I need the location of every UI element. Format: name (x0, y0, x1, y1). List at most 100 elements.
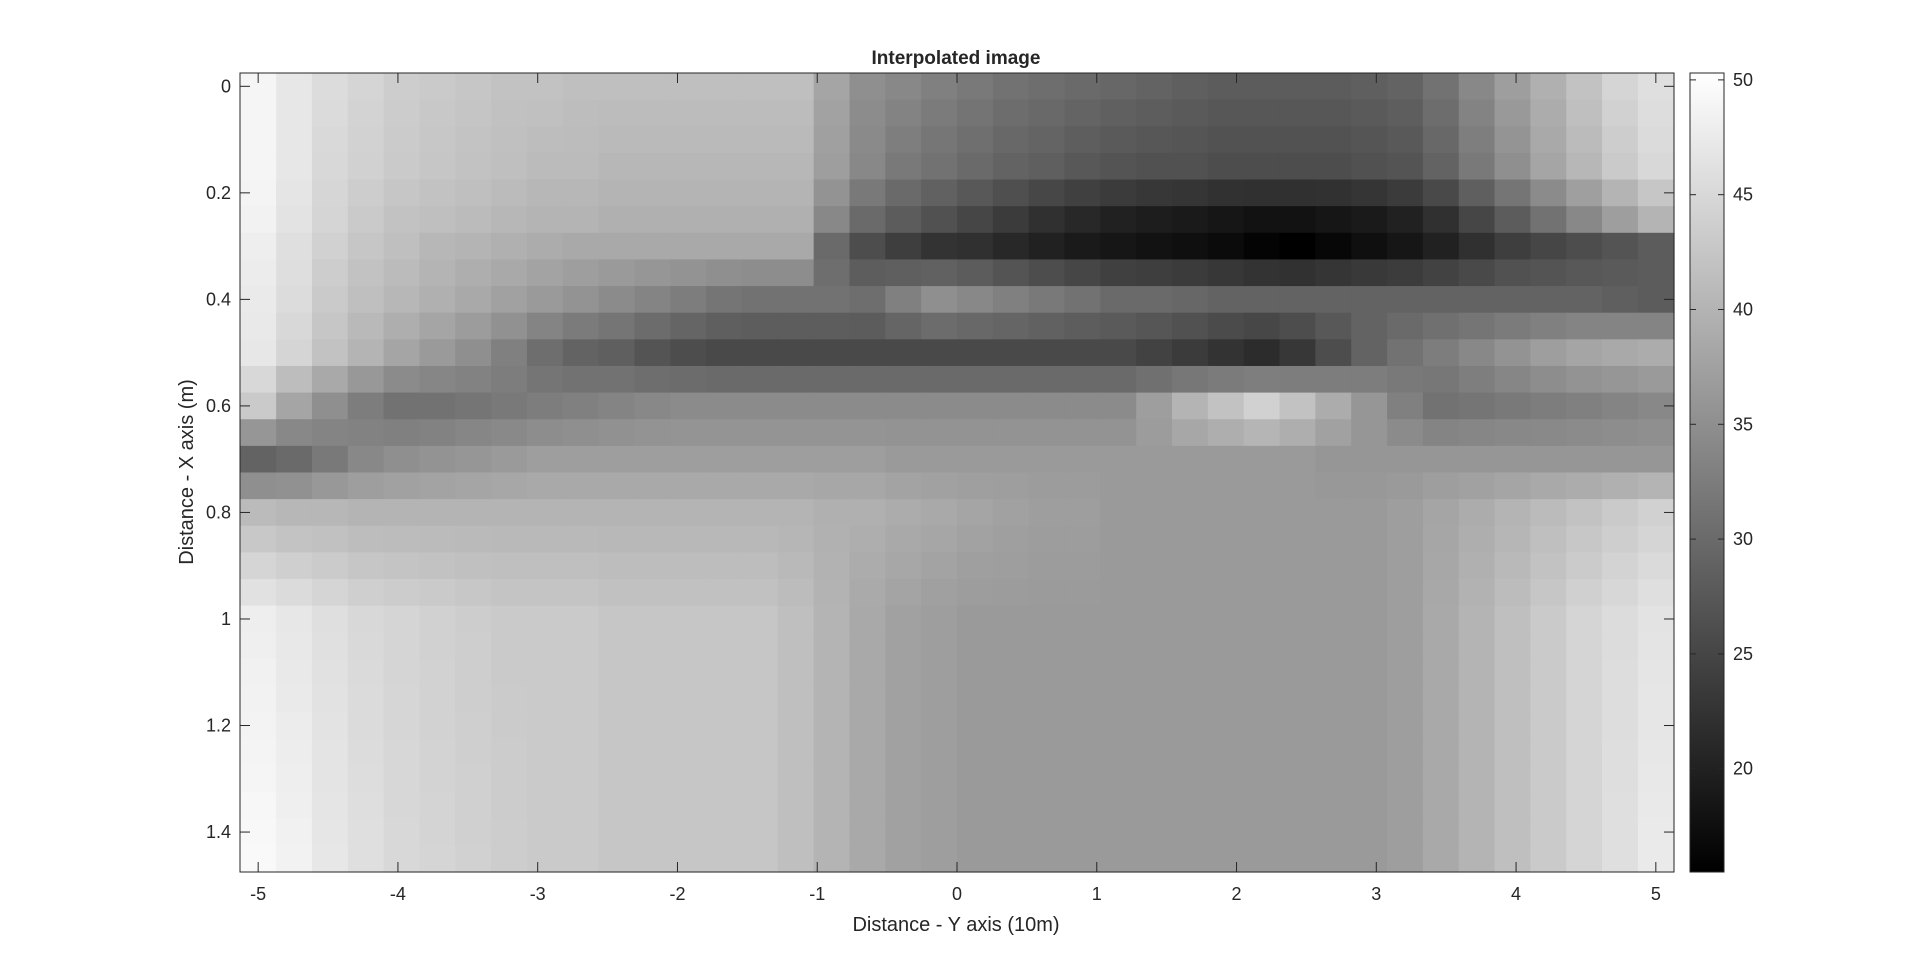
heatmap-cell (706, 658, 743, 687)
x-axis: -5 -4 -3 -2 -1 0 1 2 3 4 5 (250, 73, 1661, 904)
heatmap-cell (670, 445, 707, 474)
heatmap-cell (1387, 232, 1424, 261)
heatmap-cell (992, 525, 1030, 553)
heatmap-cell (1602, 179, 1639, 207)
heatmap-cell (491, 286, 528, 314)
heatmap-cell (741, 206, 779, 234)
heatmap-cell (706, 738, 743, 767)
heatmap-cell (276, 365, 313, 394)
heatmap-cell (1387, 552, 1424, 580)
heatmap-cell (849, 365, 886, 394)
heatmap-cell (670, 552, 707, 580)
heatmap-cell (383, 419, 421, 447)
heatmap-cell (1279, 579, 1316, 607)
heatmap-cell (1207, 552, 1245, 580)
heatmap-cell (1458, 765, 1496, 793)
y-tick-label: 0 (221, 76, 231, 96)
heatmap-cell (383, 525, 421, 553)
heatmap-cell (1100, 792, 1137, 820)
heatmap-cell (311, 419, 349, 447)
heatmap-cell (347, 712, 385, 740)
heatmap-cell (885, 765, 922, 793)
heatmap-cell (777, 419, 815, 447)
heatmap-cell (957, 818, 994, 846)
heatmap-cell (1602, 392, 1639, 420)
heatmap-cell (526, 126, 564, 154)
heatmap-cell (741, 845, 779, 873)
heatmap-cell (992, 179, 1030, 207)
heatmap-cell (813, 126, 851, 154)
heatmap-cell (670, 259, 707, 287)
heatmap-cell (1351, 712, 1388, 740)
heatmap-cell (455, 792, 492, 820)
heatmap-cell (1351, 605, 1388, 633)
heatmap-cell (1028, 259, 1066, 287)
heatmap-cell (921, 259, 958, 287)
heatmap-cell (813, 286, 851, 314)
heatmap-cell (777, 818, 815, 846)
heatmap-cell (706, 73, 743, 101)
heatmap-cell (491, 792, 528, 820)
heatmap-cell (276, 99, 313, 127)
heatmap-cell (562, 765, 600, 793)
heatmap-cell (1566, 472, 1603, 500)
heatmap-cell (491, 579, 528, 607)
heatmap-cell (1566, 579, 1603, 607)
heatmap-cell (741, 73, 779, 101)
heatmap-cell (526, 525, 564, 553)
heatmap-cell (276, 312, 313, 340)
heatmap-cell (1100, 99, 1137, 127)
heatmap-cell (1458, 738, 1496, 767)
heatmap-cell (1279, 445, 1316, 474)
heatmap-cell (1207, 392, 1245, 420)
heatmap-cell (419, 73, 456, 101)
heatmap-cell (1064, 605, 1101, 633)
heatmap-cell (921, 579, 958, 607)
heatmap-cell (1422, 579, 1460, 607)
heatmap-cell (1028, 73, 1066, 101)
heatmap-cell (526, 312, 564, 340)
heatmap-cell (1136, 445, 1173, 474)
heatmap-cell (634, 286, 671, 314)
heatmap-cell (1458, 312, 1496, 340)
heatmap-cell (1422, 738, 1460, 767)
heatmap-cell (1207, 232, 1245, 261)
heatmap-cell (562, 605, 600, 633)
heatmap-cell (1387, 445, 1424, 474)
heatmap-cell (1028, 792, 1066, 820)
heatmap-cell (491, 392, 528, 420)
heatmap-cell (921, 99, 958, 127)
heatmap-cell (311, 445, 349, 474)
heatmap-cell (670, 792, 707, 820)
heatmap-cell (347, 685, 385, 713)
heatmap-cell (992, 712, 1030, 740)
heatmap-cell (383, 685, 421, 713)
heatmap-cell (419, 845, 456, 873)
heatmap-cell (562, 818, 600, 846)
colorbar-tick-label: 45 (1733, 185, 1753, 205)
heatmap-cell (419, 658, 456, 687)
heatmap-cell (240, 259, 277, 287)
heatmap-cell (1494, 312, 1531, 340)
heatmap-cell (311, 472, 349, 500)
heatmap-cell (706, 206, 743, 234)
heatmap-cell (849, 685, 886, 713)
heatmap-cell (1458, 365, 1496, 394)
heatmap-cell (455, 632, 492, 660)
heatmap-cell (347, 259, 385, 287)
heatmap-cell (1100, 312, 1137, 340)
heatmap-cell (921, 818, 958, 846)
heatmap-cell (670, 685, 707, 713)
heatmap-cell (992, 605, 1030, 633)
heatmap-cell (455, 152, 492, 181)
heatmap-cell (1387, 392, 1424, 420)
colorbar-tick-label: 20 (1733, 759, 1753, 779)
heatmap-cell (419, 339, 456, 367)
heatmap-cell (777, 605, 815, 633)
heatmap-cell (276, 286, 313, 314)
heatmap-cell (1351, 792, 1388, 820)
heatmap-cell (1566, 525, 1603, 553)
heatmap-cell (1100, 738, 1137, 767)
heatmap-cell (1315, 499, 1352, 527)
heatmap-cell (634, 312, 671, 340)
